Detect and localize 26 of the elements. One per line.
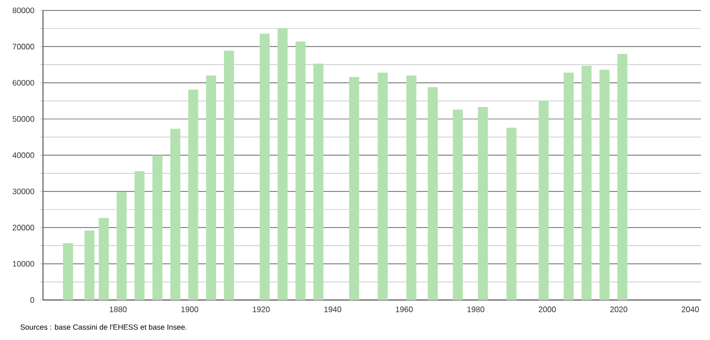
bar (260, 34, 270, 300)
bar (452, 110, 463, 300)
bar (188, 90, 198, 300)
bar (84, 230, 94, 300)
bar (98, 218, 109, 300)
bar (278, 28, 288, 300)
bar (428, 87, 438, 300)
bar (206, 76, 216, 300)
bar (349, 77, 360, 300)
bar (564, 72, 574, 300)
bar (599, 70, 610, 300)
bar (478, 107, 488, 300)
bar (378, 72, 388, 300)
bar (406, 76, 416, 300)
bar (116, 192, 127, 300)
bar (152, 155, 162, 300)
bar (313, 64, 324, 300)
bar (170, 128, 180, 300)
bar (63, 243, 74, 300)
bar (295, 42, 306, 300)
bar (582, 66, 592, 300)
bar (506, 128, 516, 300)
bar (617, 54, 628, 300)
bar (134, 171, 145, 300)
bar (224, 50, 234, 300)
bar (538, 100, 549, 300)
